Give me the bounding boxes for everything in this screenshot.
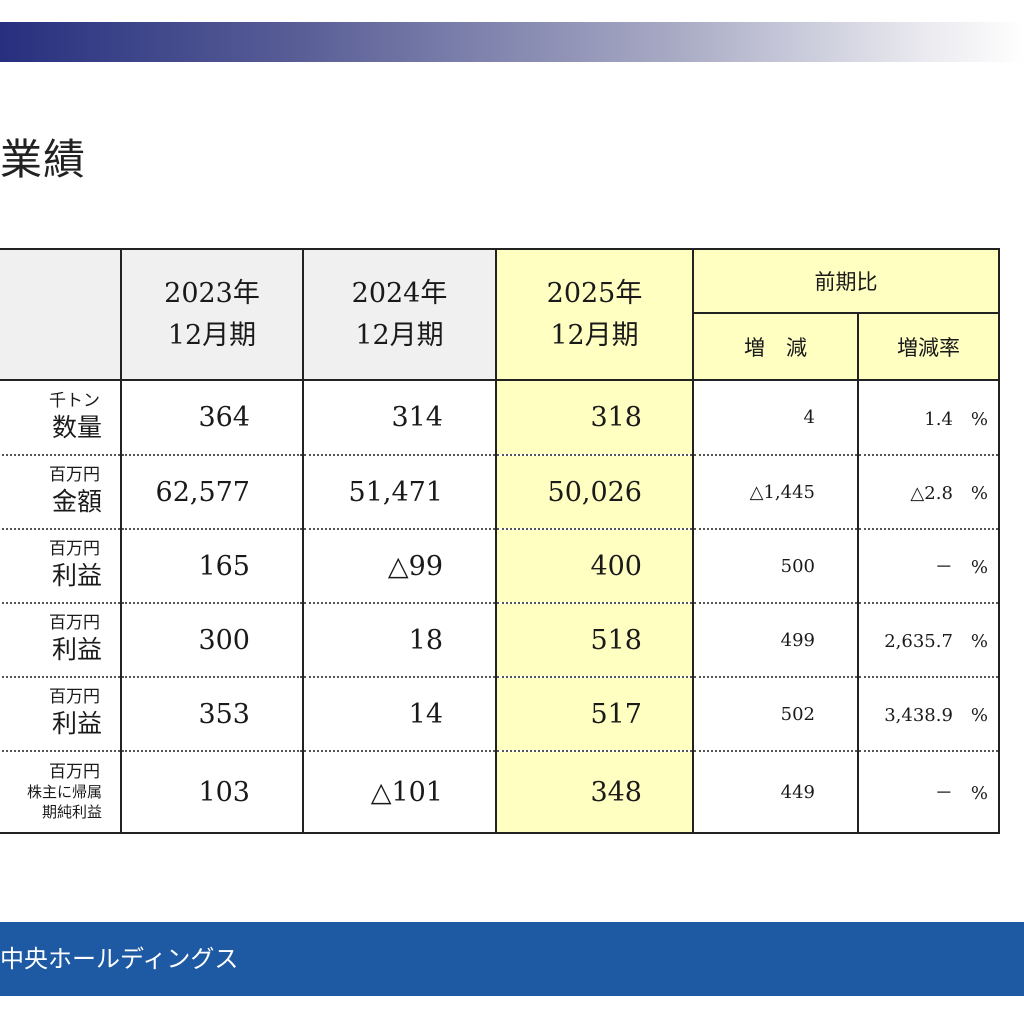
- cell-rate: － %: [857, 751, 1000, 834]
- table-row: 百万円 金額 62,577 51,471 50,026 △1,445 △2.8 …: [0, 455, 1000, 530]
- cell-change: 4: [692, 380, 859, 456]
- cell-2024: 14: [302, 677, 497, 752]
- row-label: 百万円 利益: [0, 603, 122, 678]
- row-unit: 百万円: [49, 539, 100, 559]
- row-label: 百万円 利益: [0, 529, 122, 604]
- cell-2023: 62,577: [120, 455, 304, 530]
- page-title: 業績: [0, 135, 87, 184]
- row-name-line2: 期純利益: [41, 803, 102, 821]
- header-change-rate: 増減率: [857, 313, 1000, 381]
- row-label: 千トン 数量: [0, 380, 122, 456]
- cell-2025: 518: [495, 603, 694, 678]
- cell-2023: 364: [120, 380, 304, 456]
- header-period: 12月期: [355, 319, 444, 351]
- cell-2025: 400: [495, 529, 694, 604]
- cell-2024: 18: [302, 603, 497, 678]
- row-label: 百万円 利益: [0, 677, 122, 752]
- header-gradient-bar: [0, 22, 1024, 62]
- row-unit: 百万円: [49, 465, 100, 485]
- row-unit: 百万円: [49, 762, 100, 782]
- cell-rate: 3,438.9 %: [857, 677, 1000, 752]
- cell-change: 499: [692, 603, 859, 678]
- header-year: 2025年: [546, 277, 643, 309]
- cell-2025: 50,026: [495, 455, 694, 530]
- row-name: 利益: [51, 709, 102, 738]
- cell-2025: 348: [495, 751, 694, 834]
- cell-2024: △99: [302, 529, 497, 604]
- cell-2025: 318: [495, 380, 694, 456]
- cell-2023: 165: [120, 529, 304, 604]
- cell-2023: 353: [120, 677, 304, 752]
- table-subheader-row: 増 減 増減率: [0, 313, 1000, 381]
- row-label: 百万円 株主に帰属 期純利益: [0, 751, 122, 834]
- table-row: 百万円 利益 300 18 518 499 2,635.7 %: [0, 603, 1000, 678]
- header-period: 12月期: [167, 319, 257, 351]
- cell-2023: 300: [120, 603, 304, 678]
- header-2025: 2025年 12月期: [495, 248, 694, 381]
- row-unit: 百万円: [49, 687, 100, 707]
- header-2024: 2024年 12月期: [302, 248, 497, 381]
- table-row: 千トン 数量 364 314 318 4 1.4 %: [0, 380, 1000, 456]
- cell-change: 449: [692, 751, 859, 834]
- header-corner-cell: [0, 248, 122, 381]
- row-unit: 千トン: [49, 390, 100, 411]
- footer-bar: 中央ホールディングス: [0, 922, 1024, 996]
- company-name: 中央ホールディングス: [0, 945, 239, 973]
- cell-rate: 2,635.7 %: [857, 603, 1000, 678]
- header-change: 増 減: [692, 313, 859, 381]
- cell-2024: 314: [302, 380, 497, 456]
- table-row: 百万円 株主に帰属 期純利益 103 △101 348 449 － %: [0, 751, 1000, 834]
- row-name-line1: 株主に帰属: [26, 783, 102, 801]
- header-year: 2024年: [351, 277, 448, 309]
- table-header-row: 2023年 12月期 2024年 12月期 2025年 12月期 前期比: [0, 248, 1000, 381]
- cell-2025: 517: [495, 677, 694, 752]
- row-name: 金額: [51, 487, 102, 516]
- row-label: 百万円 金額: [0, 455, 122, 530]
- row-name: 数量: [51, 412, 102, 442]
- cell-2023: 103: [120, 751, 304, 834]
- cell-change: 502: [692, 677, 859, 752]
- row-unit: 百万円: [49, 613, 100, 633]
- header-2023: 2023年 12月期: [120, 248, 304, 381]
- cell-2024: △101: [302, 751, 497, 834]
- cell-2024: 51,471: [302, 455, 497, 530]
- cell-change: △1,445: [692, 455, 859, 530]
- row-name: 利益: [51, 635, 102, 664]
- results-table: 2023年 12月期 2024年 12月期 2025年 12月期 前期比 増 減…: [0, 248, 1000, 834]
- cell-rate: － %: [857, 529, 1000, 604]
- cell-rate: △2.8 %: [857, 455, 1000, 530]
- row-name: 利益: [51, 561, 102, 590]
- header-year: 2023年: [164, 277, 260, 309]
- table-row: 百万円 利益 165 △99 400 500 － %: [0, 529, 1000, 604]
- cell-rate: 1.4 %: [857, 380, 1000, 456]
- header-comparison: 前期比: [692, 248, 1000, 314]
- cell-change: 500: [692, 529, 859, 604]
- header-period: 12月期: [550, 319, 639, 351]
- table-row: 百万円 利益 353 14 517 502 3,438.9 %: [0, 677, 1000, 752]
